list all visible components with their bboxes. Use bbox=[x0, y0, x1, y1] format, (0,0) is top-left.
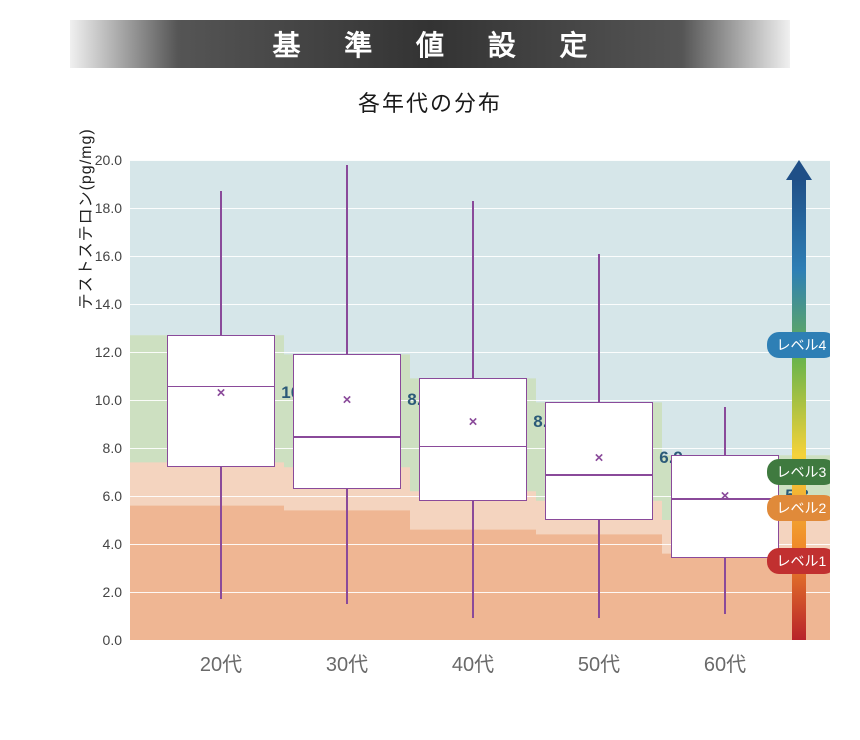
y-tick-label: 8.0 bbox=[60, 440, 122, 456]
y-tick-label: 12.0 bbox=[60, 344, 122, 360]
y-tick-label: 2.0 bbox=[60, 584, 122, 600]
x-tick-label: 60代 bbox=[704, 648, 746, 677]
boxplot-median bbox=[545, 474, 654, 476]
boxplot-mean-marker: × bbox=[343, 392, 352, 409]
header-title: 基 準 値 設 定 bbox=[272, 24, 605, 64]
boxplot-mean-marker: × bbox=[217, 384, 226, 401]
header-bar: 基 準 値 設 定 bbox=[70, 20, 790, 68]
boxplot-mean-marker: × bbox=[595, 449, 604, 466]
x-tick-label: 50代 bbox=[578, 648, 620, 677]
y-tick-label: 20.0 bbox=[60, 152, 122, 168]
y-tick-label: 6.0 bbox=[60, 488, 122, 504]
y-tick-label: 0.0 bbox=[60, 632, 122, 648]
boxplot-median bbox=[293, 436, 402, 438]
y-tick-label: 16.0 bbox=[60, 248, 122, 264]
gridline bbox=[130, 160, 830, 161]
boxplot-box bbox=[419, 378, 528, 500]
boxplot-mean-marker: × bbox=[721, 488, 730, 505]
chart-subtitle: 各年代の分布 bbox=[0, 86, 860, 118]
y-tick-label: 18.0 bbox=[60, 200, 122, 216]
legend-level-badge: レベル4 bbox=[767, 332, 831, 358]
boxplot-box bbox=[671, 455, 780, 558]
boxplot-median bbox=[419, 446, 528, 448]
legend-level-badge: レベル2 bbox=[767, 495, 831, 521]
boxplot-box bbox=[293, 354, 402, 488]
x-tick-label: 30代 bbox=[326, 648, 368, 677]
gridline bbox=[130, 304, 830, 305]
y-tick-label: 14.0 bbox=[60, 296, 122, 312]
chart-container: ×10.6×8.5×8.1×6.9×5.8レベル4レベル3レベル2レベル1 テス… bbox=[60, 160, 830, 680]
y-tick-label: 10.0 bbox=[60, 392, 122, 408]
x-tick-label: 40代 bbox=[452, 648, 494, 677]
legend-level-badge: レベル3 bbox=[767, 459, 831, 485]
y-tick-label: 4.0 bbox=[60, 536, 122, 552]
gridline bbox=[130, 208, 830, 209]
boxplot-mean-marker: × bbox=[469, 413, 478, 430]
gridline bbox=[130, 256, 830, 257]
legend-level-badge: レベル1 bbox=[767, 548, 831, 574]
x-tick-label: 20代 bbox=[200, 648, 242, 677]
chart-plot-area: ×10.6×8.5×8.1×6.9×5.8レベル4レベル3レベル2レベル1 bbox=[130, 160, 830, 640]
